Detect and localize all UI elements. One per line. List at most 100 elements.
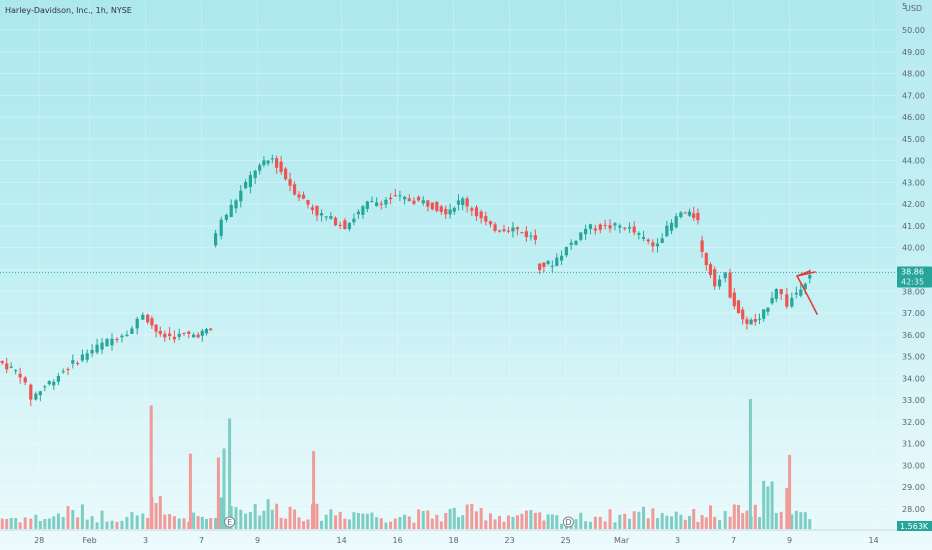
y-tick-label-partial: 5 [902,2,907,11]
candle-body [603,225,607,227]
volume-bar [421,510,425,529]
candle-body [90,349,94,354]
candle-body [248,175,252,188]
candle-body [426,200,430,207]
volume-bar [182,518,186,529]
x-tick-label: Feb [83,536,97,545]
candle-body [651,242,655,247]
volume-bar [417,509,421,529]
volume-bar [470,503,474,529]
volume-bar [732,504,736,529]
volume-bar [794,510,798,529]
volume-bar [275,503,279,529]
volume-bar [338,511,342,529]
volume-bar [779,511,783,529]
candle-body [474,207,479,217]
volume-bar [297,517,301,529]
price-scale[interactable] [896,0,932,530]
volume-bar [120,520,124,529]
candle-body [538,263,542,271]
volume-bar [365,513,369,529]
x-tick-label: 14 [869,536,879,545]
volume-bar [674,511,678,529]
candle-body [555,257,559,266]
volume-bar [389,521,393,529]
candle-body [379,203,383,205]
candle-body [229,204,233,217]
candle-body [444,209,448,215]
candle-body [790,297,794,307]
candle-body [679,212,683,217]
candle-body [200,330,204,336]
volume-bar [403,514,407,529]
candle-body [375,202,379,207]
candle-body [736,300,741,314]
candle-body [484,216,488,222]
volume-bar [637,511,641,529]
candle-body [196,334,200,338]
volume-bar [379,518,383,529]
x-tick-label: 3 [675,536,680,545]
volume-bar [574,519,578,529]
candle-body [56,375,60,382]
candle-body [515,227,520,230]
candle-body [407,198,411,202]
volume-bar [584,521,588,529]
volume-bar [598,516,602,529]
candle-body [125,334,129,337]
volume-bar [550,514,554,529]
y-tick-label: 42.00 [902,200,925,209]
volume-bar [302,521,306,529]
candle-body [696,212,700,221]
candle-body [253,170,257,178]
y-tick-label: 40.00 [902,244,925,253]
x-tick-label: 16 [393,536,403,545]
volume-bar [603,521,607,529]
volume-bar [76,517,80,529]
candle-body [574,240,578,245]
volume-bar [628,518,632,529]
candle-body [569,242,573,245]
volume-bar [448,508,452,529]
candle-body [66,369,70,371]
volume-bar [370,512,374,529]
volume-bar [613,522,617,529]
candle-body [506,230,511,232]
candle-body [637,233,641,235]
volume-bar [737,505,740,529]
candle-body [421,200,425,204]
candle-body [785,294,789,307]
candle-body [324,216,328,218]
candle-body [655,243,660,247]
volume-bar [320,520,324,529]
candle-body [774,289,778,299]
volume-bar [444,513,448,529]
volume-bars [0,399,812,529]
candle-body [502,229,506,232]
volume-bar [774,512,778,529]
candle-body [80,354,84,361]
event-marker-label: E [227,518,232,527]
volume-bar [412,522,416,529]
volume-bar [200,516,204,529]
candle-body [488,221,493,225]
candle-body [5,363,9,370]
volume-bar [47,518,51,529]
candle-body [365,201,369,209]
candle-body [766,307,770,312]
candle-body [154,324,158,332]
candle-body [38,391,42,396]
volume-bar [790,514,794,529]
volume-bar [542,520,546,529]
volume-bar [23,517,27,529]
candle-body [741,309,745,320]
candle-body [524,231,528,237]
volume-bar [753,504,757,529]
candle-body [310,207,315,211]
volume-bar [506,515,510,529]
y-tick-label: 31.00 [902,440,925,449]
volume-bar [135,515,139,529]
candle-body [0,361,4,364]
candle-body [43,386,47,388]
candle-body [244,181,248,189]
